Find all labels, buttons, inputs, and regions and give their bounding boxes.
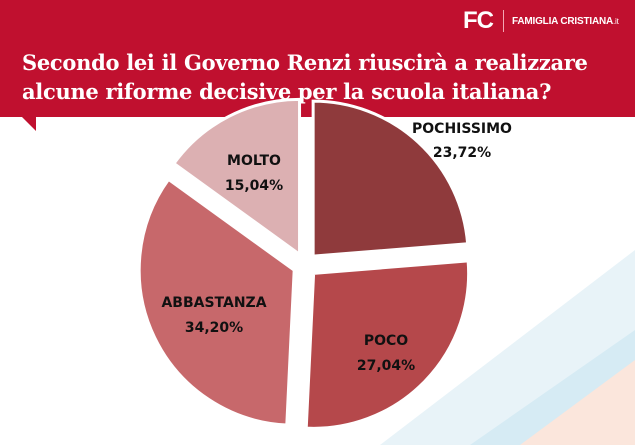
slice-label-abbastanza: ABBASTANZA bbox=[161, 295, 266, 311]
brand-mark: FC bbox=[463, 7, 494, 34]
slice-value-poco: 27,04% bbox=[357, 358, 415, 374]
slice-label-poco: POCO bbox=[364, 333, 408, 349]
brand-divider bbox=[503, 10, 504, 32]
slice-label-molto: MOLTO bbox=[227, 153, 281, 169]
slice-label-pochissimo: POCHISSIMO bbox=[412, 121, 512, 137]
slice-value-abbastanza: 34,20% bbox=[185, 320, 243, 336]
pie-slice-pochissimo bbox=[311, 99, 470, 258]
slice-value-pochissimo: 23,72% bbox=[433, 145, 491, 161]
brand-logo[interactable]: FC FAMIGLIA CRISTIANA.it bbox=[463, 7, 619, 34]
slice-value-molto: 15,04% bbox=[225, 178, 283, 194]
pie-slice-molto bbox=[171, 97, 302, 258]
title-line-1: Secondo lei il Governo Renzi riuscirà a … bbox=[22, 50, 588, 75]
pie-slice-poco bbox=[304, 259, 471, 430]
header-banner: FC FAMIGLIA CRISTIANA.it Secondo lei il … bbox=[0, 0, 635, 117]
header-notch bbox=[22, 117, 36, 131]
pie-slice-abbastanza bbox=[137, 177, 296, 427]
brand-name: FAMIGLIA CRISTIANA.it bbox=[512, 15, 619, 27]
page-title: Secondo lei il Governo Renzi riuscirà a … bbox=[22, 48, 622, 106]
